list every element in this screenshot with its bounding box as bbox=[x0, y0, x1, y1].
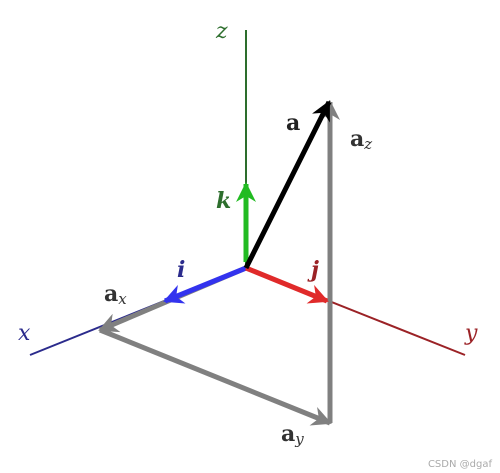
i-label: i bbox=[177, 257, 185, 283]
z-axis-label: z bbox=[215, 19, 228, 44]
a-label: a bbox=[286, 110, 300, 136]
ax-label: ax bbox=[104, 281, 127, 308]
x-axis-label: x bbox=[18, 321, 31, 346]
j-unit-vector bbox=[245, 265, 329, 304]
i-unit-vector bbox=[163, 265, 247, 304]
j-label: j bbox=[307, 257, 319, 283]
k-label: k bbox=[216, 188, 231, 214]
a-vector bbox=[243, 100, 332, 270]
watermark: CSDN @dgaf bbox=[428, 459, 493, 470]
y-axis-label: y bbox=[464, 321, 478, 346]
ay-component-arrow bbox=[99, 327, 332, 426]
az-label: az bbox=[350, 126, 372, 153]
ay-label: ay bbox=[281, 421, 304, 448]
